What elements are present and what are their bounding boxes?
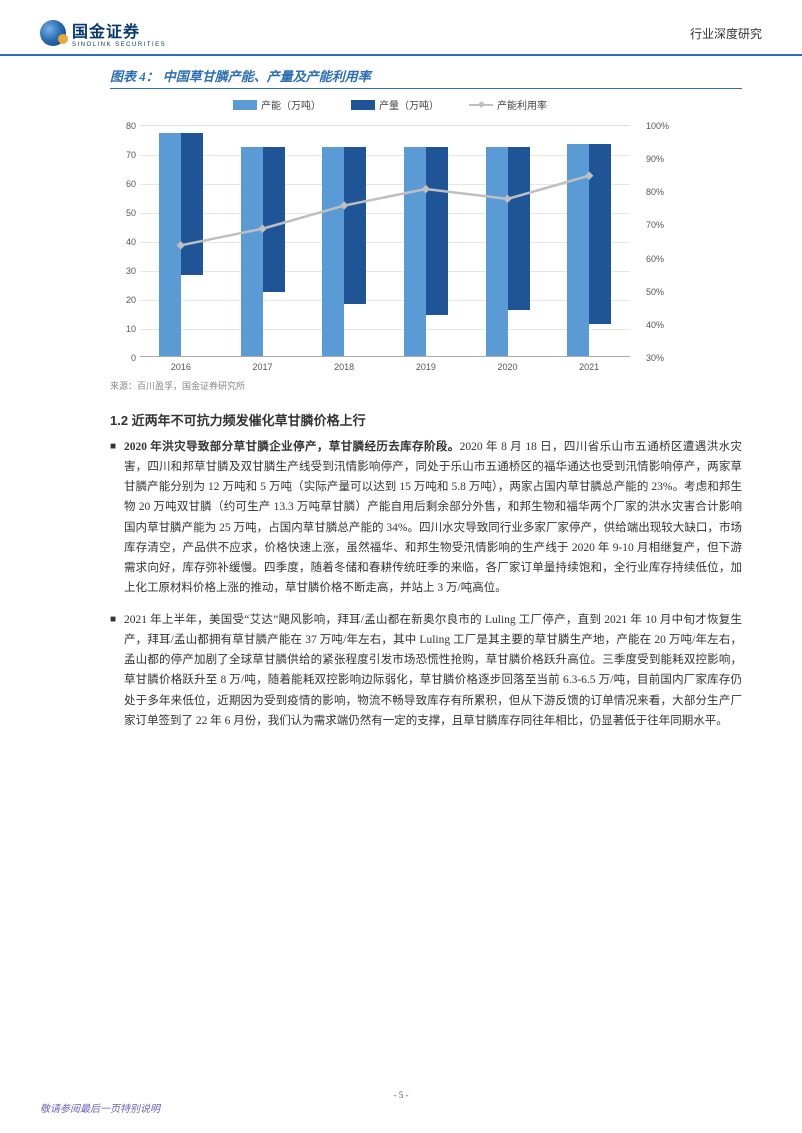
logo-cn: 国金证券: [72, 18, 166, 42]
utilization-line: [140, 126, 630, 356]
y-left-label: 50: [110, 208, 136, 218]
chart-number: 图表 4：: [110, 69, 159, 84]
y-left-label: 60: [110, 179, 136, 189]
line-marker: [340, 201, 348, 209]
x-label: 2021: [579, 362, 599, 372]
y-right-label: 50%: [646, 287, 672, 297]
y-left-label: 80: [110, 121, 136, 131]
line-marker: [422, 185, 430, 193]
legend-utilization: 产能利用率: [469, 97, 547, 112]
logo-en: SINOLINK SECURITIES: [72, 42, 166, 48]
legend-capacity: 产能（万吨）: [233, 97, 321, 112]
x-label: 2018: [334, 362, 354, 372]
line-marker: [585, 171, 593, 179]
x-label: 2017: [252, 362, 272, 372]
y-left-label: 70: [110, 150, 136, 160]
brand-logo: 国金证券 SINOLINK SECURITIES: [40, 18, 166, 48]
legend-label-utilization: 产能利用率: [497, 97, 547, 112]
legend-swatch-capacity: [233, 100, 257, 110]
y-right-label: 100%: [646, 121, 672, 131]
x-label: 2016: [171, 362, 191, 372]
page-number: - 5 -: [394, 1090, 409, 1100]
para1-rest: 2020 年 8 月 18 日，四川省乐山市五通桥区遭遇洪水灾害，四川和邦草甘膦…: [124, 441, 742, 594]
chart-container: 产能（万吨） 产量（万吨） 产能利用率 0102030405060708030%…: [110, 97, 670, 377]
legend-swatch-production: [351, 100, 375, 110]
paragraph-2: 2021 年上半年，美国受“艾达”飓风影响，拜耳/孟山都在新奥尔良市的 Luli…: [124, 610, 742, 731]
y-left-label: 30: [110, 266, 136, 276]
y-left-label: 20: [110, 295, 136, 305]
y-right-label: 70%: [646, 220, 672, 230]
section-heading: 1.2 近两年不可抗力频发催化草甘膦价格上行: [110, 410, 742, 429]
y-right-label: 90%: [646, 154, 672, 164]
legend-label-production: 产量（万吨）: [379, 97, 439, 112]
legend-label-capacity: 产能（万吨）: [261, 97, 321, 112]
legend-production: 产量（万吨）: [351, 97, 439, 112]
chart-title: 图表 4： 中国草甘膦产能、产量及产能利用率: [110, 66, 742, 89]
x-label: 2020: [497, 362, 517, 372]
footer-disclaimer: 敬请参阅最后一页特别说明: [40, 1100, 160, 1115]
y-left-label: 10: [110, 324, 136, 334]
report-type: 行业深度研究: [690, 25, 762, 42]
main-content: 图表 4： 中国草甘膦产能、产量及产能利用率 产能（万吨） 产量（万吨） 产能利用…: [0, 56, 802, 731]
y-right-label: 40%: [646, 320, 672, 330]
chart-title-text: 中国草甘膦产能、产量及产能利用率: [163, 69, 371, 84]
plot-area: 0102030405060708030%40%50%60%70%80%90%10…: [140, 125, 630, 357]
line-marker: [258, 225, 266, 233]
y-right-label: 30%: [646, 353, 672, 363]
y-right-label: 60%: [646, 254, 672, 264]
y-left-label: 0: [110, 353, 136, 363]
line-marker: [503, 195, 511, 203]
x-label: 2019: [416, 362, 436, 372]
paragraph-1: 2020 年洪灾导致部分草甘膦企业停产，草甘膦经历去库存阶段。2020 年 8 …: [124, 437, 742, 598]
y-left-label: 40: [110, 237, 136, 247]
line-marker: [177, 241, 185, 249]
page-header: 国金证券 SINOLINK SECURITIES 行业深度研究: [0, 0, 802, 56]
chart-legend: 产能（万吨） 产量（万吨） 产能利用率: [110, 97, 670, 112]
legend-swatch-line: [469, 104, 493, 106]
chart-source: 来源：百川盈孚，国金证券研究所: [110, 379, 742, 392]
para1-bold: 2020 年洪灾导致部分草甘膦企业停产，草甘膦经历去库存阶段。: [124, 441, 460, 453]
logo-icon: [40, 20, 66, 46]
y-right-label: 80%: [646, 187, 672, 197]
